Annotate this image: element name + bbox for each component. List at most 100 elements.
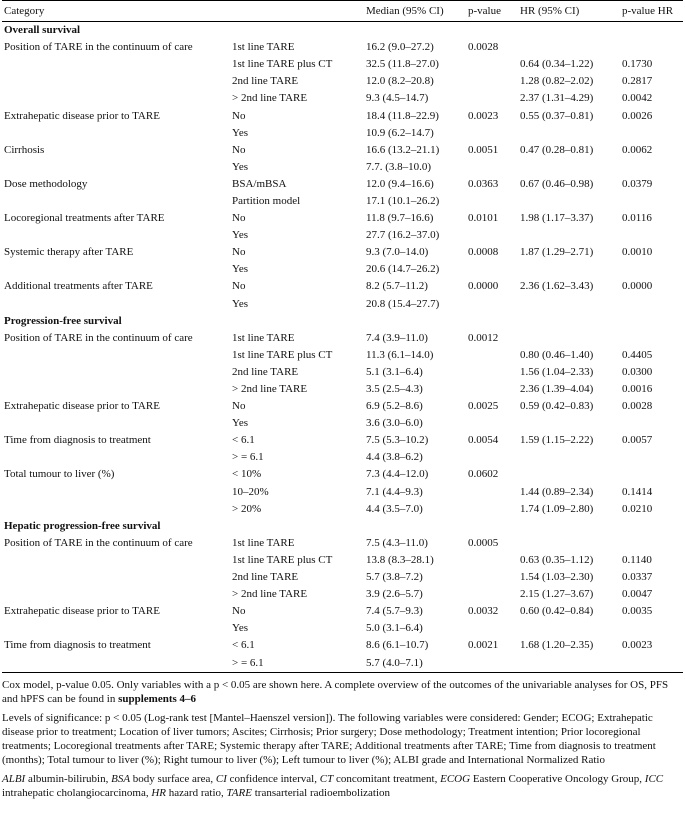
cell-level: No [232,280,246,293]
cell-hr [518,296,620,313]
cell-p-value_hr [620,125,683,142]
cell-hr: 0.59 (0.42–0.83) [520,400,594,413]
cell-category: Time from diagnosis to treatment [4,639,151,652]
cell-p-value_hr [620,620,683,637]
abbreviation-meaning: confidence interval, [229,772,317,785]
cell-hr [518,654,621,673]
cell-category [2,296,230,313]
cell-p-value [466,415,518,432]
cell-p-value [466,364,518,381]
cell-p-value_hr: 0.0035 [622,605,653,618]
cell-median: 3.9 (2.6–5.7) [366,588,423,601]
header-cell: p-value [466,0,519,22]
cell-category [2,586,230,603]
abbreviation-meaning: albumin-bilirubin, [27,772,109,785]
cell-p-value: 0.0005 [468,536,499,549]
cell-hr: 2.15 (1.27–3.67) [520,588,594,601]
table-row: 1st line TARE plus CT 32.5 (11.8–27.0) 0.6… [2,56,683,73]
table-row: Partition model 17.1 (10.1–26.2) [2,193,683,210]
table-row: Time from diagnosis to treatment < 6.1 7.5… [2,432,683,449]
table-row: Dose methodology BSA/mBSA 12.0 (9.4–16.6) 0… [2,176,683,193]
table-row: 2nd line TARE 5.7 (3.8–7.2) 1.54 (1.03–2.3… [2,569,683,586]
cell-median: 7.7. (3.8–10.0) [366,160,432,173]
cell-median: 27.7 (16.2–37.0) [366,229,440,242]
cell-p-value: 0.0008 [468,246,499,259]
cell-p-value [466,73,518,90]
cell-p-value_hr [620,39,683,56]
cell-median: 11.3 (6.1–14.0) [366,348,434,361]
cell-p-value [466,125,518,142]
table-row: Yes 3.6 (3.0–6.0) [2,415,683,432]
abbreviation: HR [151,786,167,799]
cell-category: Position of TARE in the continuum of car… [4,331,193,344]
table-row: Cirrhosis No 16.6 (13.2–21.1) 0.0051 0.47 (0… [2,142,683,159]
cell-category: Dose methodology [4,177,88,190]
cell-p-value_hr [620,227,683,244]
cell-hr [518,330,620,347]
cell-hr: 1.68 (1.20–2.35) [520,639,594,652]
section-row: Hepatic progression-free survival [2,518,683,535]
cell-p-value: 0.0021 [468,639,499,652]
cell-median: 16.6 (13.2–21.1) [366,143,440,156]
cell-hr: 0.80 (0.46–1.40) [520,348,594,361]
table-row: Yes 20.6 (14.7–26.2) [2,261,683,278]
cell-median: 4.4 (3.8–6.2) [366,451,423,464]
cell-hr [518,261,620,278]
cell-category: Locoregional treatments after TARE [4,212,165,225]
table-row: Position of TARE in the continuum of car… [2,535,683,552]
cell-median: 8.6 (6.1–10.7) [366,639,429,652]
table-row: Yes 27.7 (16.2–37.0) [2,227,683,244]
cell-median: 9.3 (7.0–14.0) [366,246,429,259]
cell-level: 10–20% [232,485,269,498]
table-row: 1st line TARE plus CT 11.3 (6.1–14.0) 0.80… [2,347,683,364]
cell-p-value_hr: 0.0010 [622,246,653,259]
cell-p-value [466,56,518,73]
cell-p-value_hr: 0.4405 [622,348,653,361]
cell-p-value: 0.0012 [468,331,499,344]
header-cell: HR (95% CI) [518,0,621,22]
table-row: Locoregional treatments after TARE No 11.8… [2,210,683,227]
cell-hr: 1.98 (1.17–3.37) [520,212,594,225]
cell-level: 1st line TARE [232,41,295,54]
results-table: Category Median (95% CI) p-value HR (95%… [2,0,684,673]
cell-category [2,415,230,432]
abbreviation-meaning: hazard ratio, [168,786,224,799]
table-row: Time from diagnosis to treatment < 6.1 8.6… [2,637,683,654]
cell-median: 3.5 (2.5–4.3) [366,383,423,396]
cell-median: 8.2 (5.7–11.2) [366,280,428,293]
cell-p-value_hr [620,415,683,432]
table-row: > = 6.1 5.7 (4.0–7.1) [2,654,684,673]
table-row: Extrahepatic disease prior to TARE No 6.9 … [2,398,683,415]
cell-p-value [466,347,518,364]
cell-level: > = 6.1 [230,654,365,673]
cell-p-value_hr: 0.0023 [622,639,653,652]
cell-p-value_hr [620,296,683,313]
cell-p-value_hr: 0.0116 [622,212,652,225]
cell-level: No [232,400,246,413]
table-row: Extrahepatic disease prior to TARE No 7.4 … [2,603,683,620]
cell-median: 7.3 (4.4–12.0) [366,468,429,481]
table-row: Yes 7.7. (3.8–10.0) [2,159,683,176]
cell-level: No [232,605,246,618]
abbreviation-meaning: Eastern Cooperative Oncology Group, [472,772,643,785]
cell-category [2,484,230,501]
cell-median: 5.0 (3.1–6.4) [366,622,423,635]
cell-median: 3.6 (3.0–6.0) [366,417,423,430]
cell-category [2,159,230,176]
cell-p-value [466,501,518,518]
table-row: Yes 5.0 (3.1–6.4) [2,620,683,637]
table-row: Additional treatments after TARE No 8.2 (5… [2,278,683,295]
cell-hr: 1.56 (1.04–2.33) [520,365,594,378]
cell-level: Partition model [232,194,301,207]
cell-p-value [466,620,518,637]
cell-p-value [466,586,518,603]
table-row: > 20% 4.4 (3.5–7.0) 1.74 (1.09–2.80) 0.0210 [2,501,683,518]
cell-p-value: 0.0051 [468,143,499,156]
cell-hr: 2.36 (1.39–4.04) [520,383,594,396]
cell-p-value: 0.0101 [468,212,499,225]
cell-level: 1st line TARE [232,536,295,549]
cell-level: < 6.1 [232,434,255,447]
cell-hr: 0.60 (0.42–0.84) [520,605,594,618]
cell-hr: 1.28 (0.82–2.02) [520,75,594,88]
abbreviation: TARE [226,786,252,799]
